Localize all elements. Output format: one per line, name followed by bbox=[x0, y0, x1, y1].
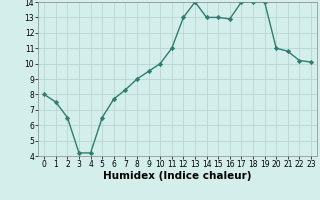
X-axis label: Humidex (Indice chaleur): Humidex (Indice chaleur) bbox=[103, 171, 252, 181]
